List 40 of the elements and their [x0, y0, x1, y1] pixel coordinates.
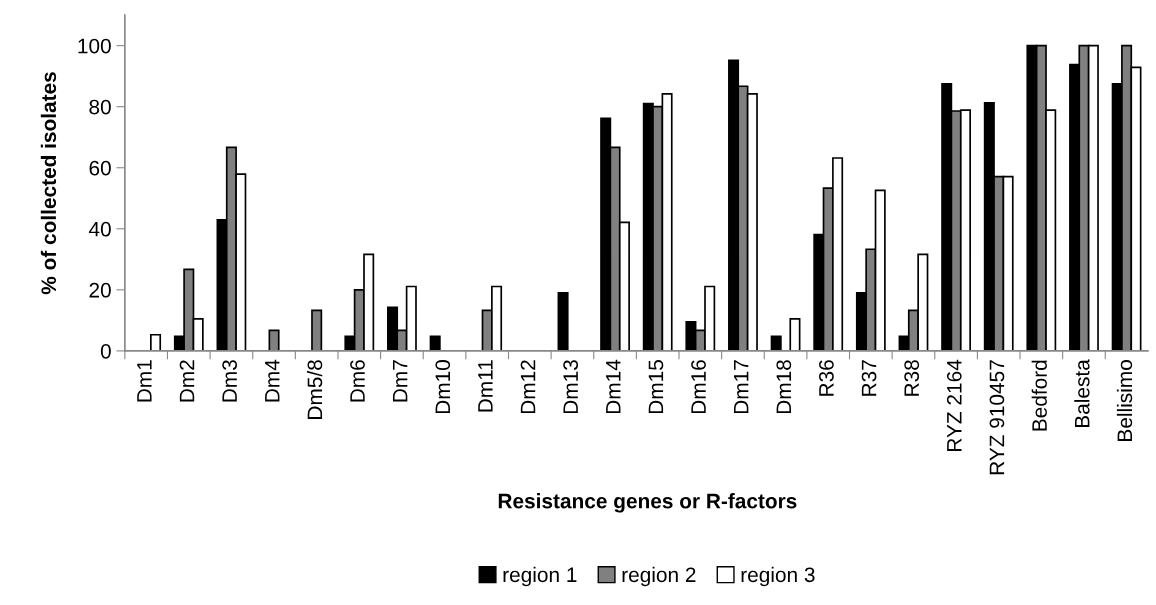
x-tick-label: Dm4 — [265, 359, 280, 402]
x-tick-label: Dm2 — [179, 360, 195, 402]
x-tick-label: R37 — [861, 360, 877, 396]
x-tick-label: Balesta — [1074, 359, 1090, 428]
x-tick-label: Bellisimo — [1116, 360, 1133, 441]
y-axis-title: % of collected isolates — [40, 72, 57, 295]
bar — [789, 318, 801, 351]
x-tick-label: RYZ 910457 — [989, 360, 1005, 475]
bar — [770, 335, 782, 351]
bar — [557, 292, 569, 351]
x-tick-label: Dm18 — [776, 360, 792, 414]
y-tick-label: 80 — [89, 99, 111, 115]
x-tick-label: Dm6 — [350, 360, 365, 402]
legend-label: region 1 — [503, 566, 577, 587]
x-axis-title: Resistance genes or R-factors — [498, 493, 797, 513]
x-tick-label: Dm17 — [734, 360, 749, 414]
bar — [150, 333, 162, 351]
x-tick-label: Dm5/8 — [306, 360, 323, 419]
x-tick-label: Dm12 — [520, 360, 536, 414]
x-tick-label: Dm14 — [606, 359, 621, 414]
y-tick-label: 40 — [88, 221, 111, 237]
legend-label: region 2 — [622, 566, 696, 587]
x-tick-label: Dm7 — [392, 360, 408, 402]
y-tick-label: 60 — [89, 160, 111, 176]
x-tick-label: R38 — [904, 360, 920, 396]
x-tick-label: Bedford — [1031, 360, 1047, 431]
x-tick-label: Dm13 — [563, 360, 579, 414]
x-tick-label: Dm10 — [435, 360, 451, 414]
x-tick-label: Dm11 — [478, 360, 493, 412]
y-tick-label: 100 — [78, 38, 111, 54]
x-tick-label: Dm15 — [648, 360, 664, 414]
y-tick-label: 0 — [100, 343, 111, 359]
x-tick-label: Dm1 — [137, 360, 152, 402]
x-tick-label: RYZ 2164 — [946, 359, 962, 451]
bar — [429, 335, 441, 351]
x-tick-label: Dm3 — [222, 360, 238, 402]
x-tick-label: Dm16 — [691, 360, 706, 414]
legend-label: region 3 — [741, 566, 815, 587]
x-tick-label: R36 — [819, 360, 834, 396]
y-tick-label: 20 — [89, 282, 111, 298]
